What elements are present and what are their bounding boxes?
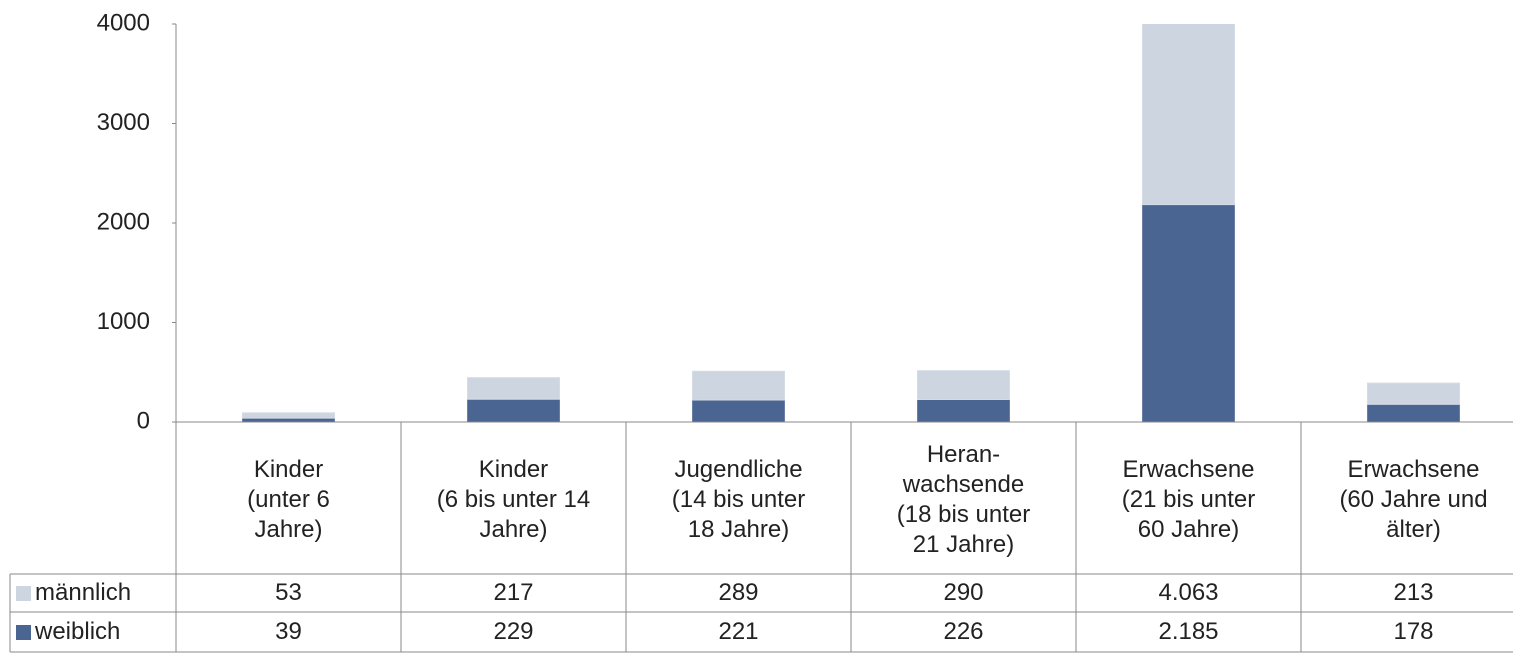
y-tick-label: 1000: [97, 308, 150, 335]
table-value: 217: [493, 579, 534, 606]
legend-entry: weiblich: [10, 612, 176, 652]
table-value: 221: [718, 618, 759, 645]
x-tick-label: Erwachsene (21 bis unter 60 Jahre): [1121, 456, 1256, 543]
table-value: 39: [275, 618, 302, 645]
table-value: 289: [718, 579, 759, 606]
bars: [242, 24, 1460, 422]
bar-segment: [692, 370, 785, 401]
table-value: 213: [1393, 579, 1434, 606]
bar-segment: [692, 399, 785, 422]
legend-label: weiblich: [35, 618, 121, 645]
table-value: 53: [275, 579, 302, 606]
table-value: 290: [943, 579, 984, 606]
x-tick-label: Kinder (6 bis unter 14 Jahre): [436, 456, 591, 543]
bar-segment: [917, 399, 1010, 422]
x-tick-label: Kinder (unter 6 Jahre): [247, 456, 330, 543]
x-tick-label: Jugendliche (14 bis unter 18 Jahre): [671, 456, 806, 543]
y-tick-label: 0: [137, 407, 150, 434]
bar-segment: [467, 377, 560, 400]
bar-segment: [1142, 24, 1235, 206]
y-tick-label: 4000: [97, 9, 150, 36]
legend-label: männlich: [35, 579, 132, 606]
table-value: 2.185: [1158, 618, 1219, 645]
bar-segment: [917, 370, 1010, 401]
table-value: 226: [943, 618, 984, 645]
bar-segment: [467, 398, 560, 422]
bar-segment: [1367, 382, 1460, 405]
legend-swatch: [16, 585, 31, 601]
table-value: 229: [493, 618, 534, 645]
y-tick-label: 2000: [97, 208, 150, 235]
table-value: 178: [1393, 618, 1434, 645]
bar-segment: [242, 412, 335, 419]
table-value: 4.063: [1158, 579, 1219, 606]
legend-entry: männlich: [10, 574, 176, 612]
y-tick-label: 3000: [97, 109, 150, 136]
x-tick-label: Erwachsene (60 Jahre und älter): [1339, 456, 1488, 543]
x-tick-label: Heran- wachsende (18 bis unter 21 Jahre): [896, 441, 1031, 558]
bar-segment: [242, 417, 335, 422]
bar-segment: [1367, 403, 1460, 422]
bar-segment: [1142, 204, 1235, 422]
legend-swatch: [16, 624, 31, 640]
